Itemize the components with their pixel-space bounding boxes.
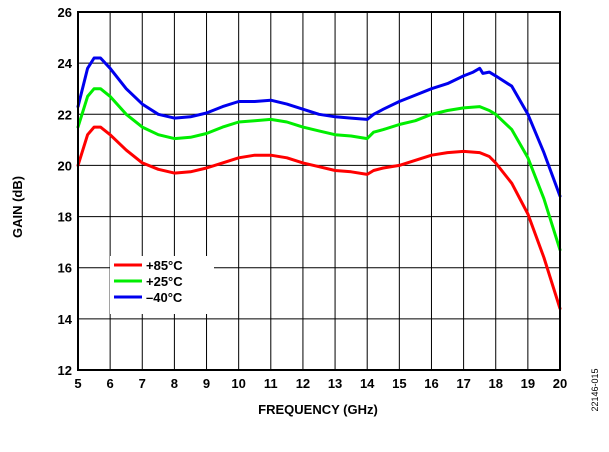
legend: +85°C +25°C –40°C (110, 256, 214, 314)
grid-lines (77, 11, 561, 371)
x-tick-label: 9 (203, 376, 210, 391)
x-tick-label: 18 (488, 376, 502, 391)
figure-id: 22146-015 (590, 368, 600, 411)
y-tick-label: 16 (58, 261, 72, 276)
x-axis-label: FREQUENCY (GHz) (258, 402, 378, 417)
series-line-2 (76, 56, 562, 198)
x-tick-label: 15 (392, 376, 406, 391)
series-line-1 (76, 87, 562, 252)
x-tick-label: 13 (328, 376, 342, 391)
y-axis-label: GAIN (dB) (10, 176, 25, 238)
y-tick-label: 12 (58, 363, 72, 378)
y-tick-label: 22 (58, 107, 72, 122)
x-tick-label: 16 (424, 376, 438, 391)
x-tick-label: 12 (296, 376, 310, 391)
legend-label-m40c: –40°C (146, 290, 183, 305)
x-tick-label: 20 (553, 376, 567, 391)
y-tick-label: 20 (58, 158, 72, 173)
series-lines (76, 56, 562, 311)
x-tick-label: 11 (264, 376, 278, 391)
plot-frame (77, 11, 561, 371)
x-tick-label: 14 (360, 376, 375, 391)
x-tick-label: 10 (231, 376, 245, 391)
x-tick-label: 8 (171, 376, 178, 391)
series-line-0 (76, 125, 562, 311)
y-tick-labels: 12 14 16 18 20 22 24 26 (58, 5, 73, 378)
y-tick-label: 18 (58, 210, 72, 225)
x-tick-label: 19 (521, 376, 535, 391)
x-tick-label: 5 (74, 376, 81, 391)
y-tick-label: 26 (58, 5, 72, 20)
x-tick-labels: 5 6 7 8 9 10 11 12 13 14 15 16 17 18 19 20 (74, 376, 567, 391)
x-tick-label: 6 (107, 376, 114, 391)
y-tick-label: 14 (58, 312, 73, 327)
x-tick-label: 17 (456, 376, 470, 391)
x-tick-label: 7 (139, 376, 146, 391)
legend-label-85c: +85°C (146, 258, 183, 273)
legend-label-25c: +25°C (146, 274, 183, 289)
y-tick-label: 24 (58, 56, 73, 71)
